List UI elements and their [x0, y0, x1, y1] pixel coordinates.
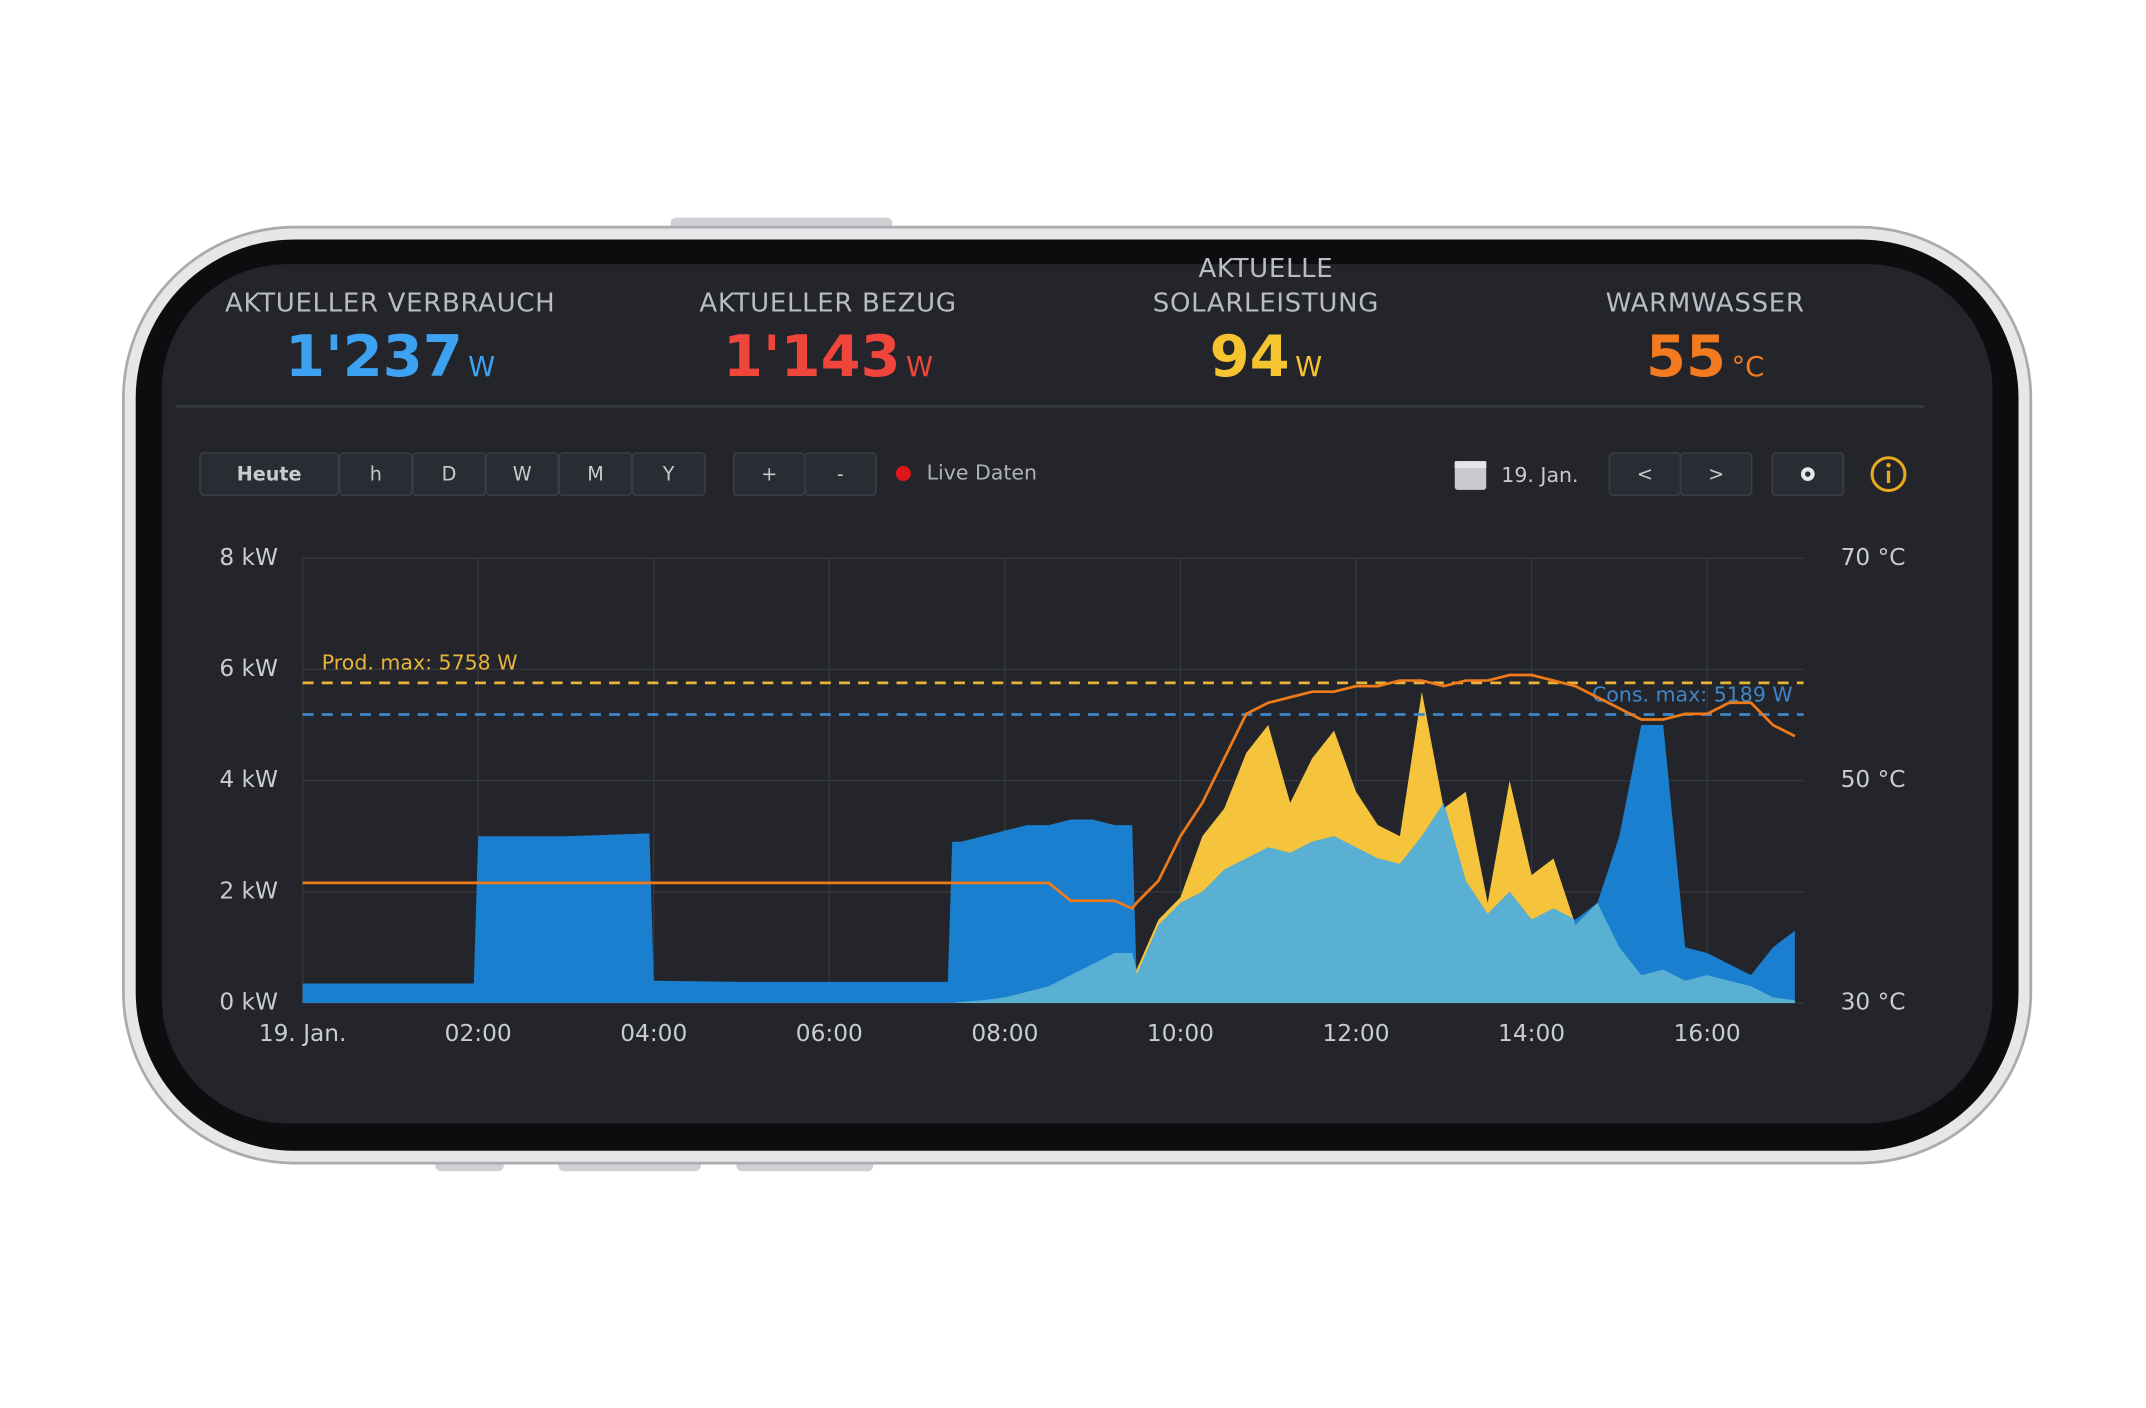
chart: 0 kW 2 kW 4 kW 6 kW 8 kW 19. Jan. 02:00 04:00 06…: [219, 544, 1905, 1047]
button-label: Y: [662, 462, 675, 485]
info-button[interactable]: [1870, 456, 1907, 493]
value: 55: [1646, 322, 1726, 389]
x-tick-label: 14:00: [1498, 1020, 1565, 1047]
live-dot: [895, 465, 911, 481]
x-tick-label: 16:00: [1674, 1020, 1741, 1047]
button[interactable]: [1679, 452, 1753, 497]
unit: W: [468, 352, 495, 383]
x-tick-label: 19. Jan.: [259, 1020, 347, 1047]
date-label: 19. Jan.: [1501, 463, 1578, 487]
button-label: +: [761, 462, 777, 485]
button[interactable]: [631, 452, 706, 497]
temperature-line: [302, 673, 1796, 911]
info-icon-dot: [1886, 463, 1891, 468]
button-label: >: [1708, 462, 1724, 485]
metric-value: 1'237 W: [285, 322, 495, 389]
x-tick-label: 04:00: [620, 1020, 687, 1047]
y-tick-label: 0 kW: [219, 988, 278, 1015]
button[interactable]: [199, 452, 340, 497]
live-label: Live Daten: [927, 460, 1037, 484]
y2-tick-label: 30 °C: [1841, 988, 1906, 1015]
metric-label: WARMWASSER: [1606, 288, 1805, 318]
y2-tick-label: 70 °C: [1841, 544, 1906, 571]
max-label: Prod. max: 5758 W: [322, 651, 518, 675]
metric-value: 55 °C: [1646, 322, 1764, 389]
metric-label: AKTUELLE: [1198, 254, 1333, 284]
y-tick-label: 8 kW: [219, 544, 278, 571]
calendar-icon: [1454, 461, 1487, 490]
button[interactable]: [803, 452, 877, 497]
toolbar: Live Daten 19. Jan. Heute h D W M Y + - < >: [199, 452, 1907, 497]
button-label: M: [587, 462, 604, 485]
gear-icon-hole: [1805, 471, 1811, 477]
metric-value: 1'143 W: [723, 322, 933, 389]
button-label: -: [837, 462, 844, 485]
metric-label: AKTUELLER BEZUG: [699, 288, 956, 318]
button-label: W: [513, 462, 532, 485]
y-tick-label: 6 kW: [219, 655, 278, 682]
max-label: Cons. max: 5189 W: [1592, 682, 1793, 706]
value: 1'143: [723, 322, 901, 389]
value: 94: [1210, 322, 1290, 389]
y-tick-label: 2 kW: [219, 877, 278, 904]
value: 1'237: [285, 322, 463, 389]
metric-value: 94 W: [1210, 322, 1322, 389]
x-tick-label: 12:00: [1322, 1020, 1389, 1047]
button-label: Heute: [237, 462, 302, 485]
y-tick-label: 4 kW: [219, 766, 278, 793]
x-tick-label: 08:00: [971, 1020, 1038, 1047]
x-tick-label: 06:00: [796, 1020, 863, 1047]
unit: °C: [1731, 352, 1764, 383]
button-label: D: [442, 462, 457, 485]
x-tick-label: 02:00: [445, 1020, 512, 1047]
button-label: <: [1637, 462, 1653, 485]
y2-tick-label: 50 °C: [1841, 766, 1906, 793]
metric-label: SOLARLEISTUNG: [1153, 288, 1379, 318]
unit: W: [1295, 352, 1322, 383]
button-label: h: [370, 462, 382, 485]
x-tick-label: 10:00: [1147, 1020, 1214, 1047]
metric-label: AKTUELLER VERBRAUCH: [225, 288, 555, 318]
unit: W: [906, 352, 933, 383]
